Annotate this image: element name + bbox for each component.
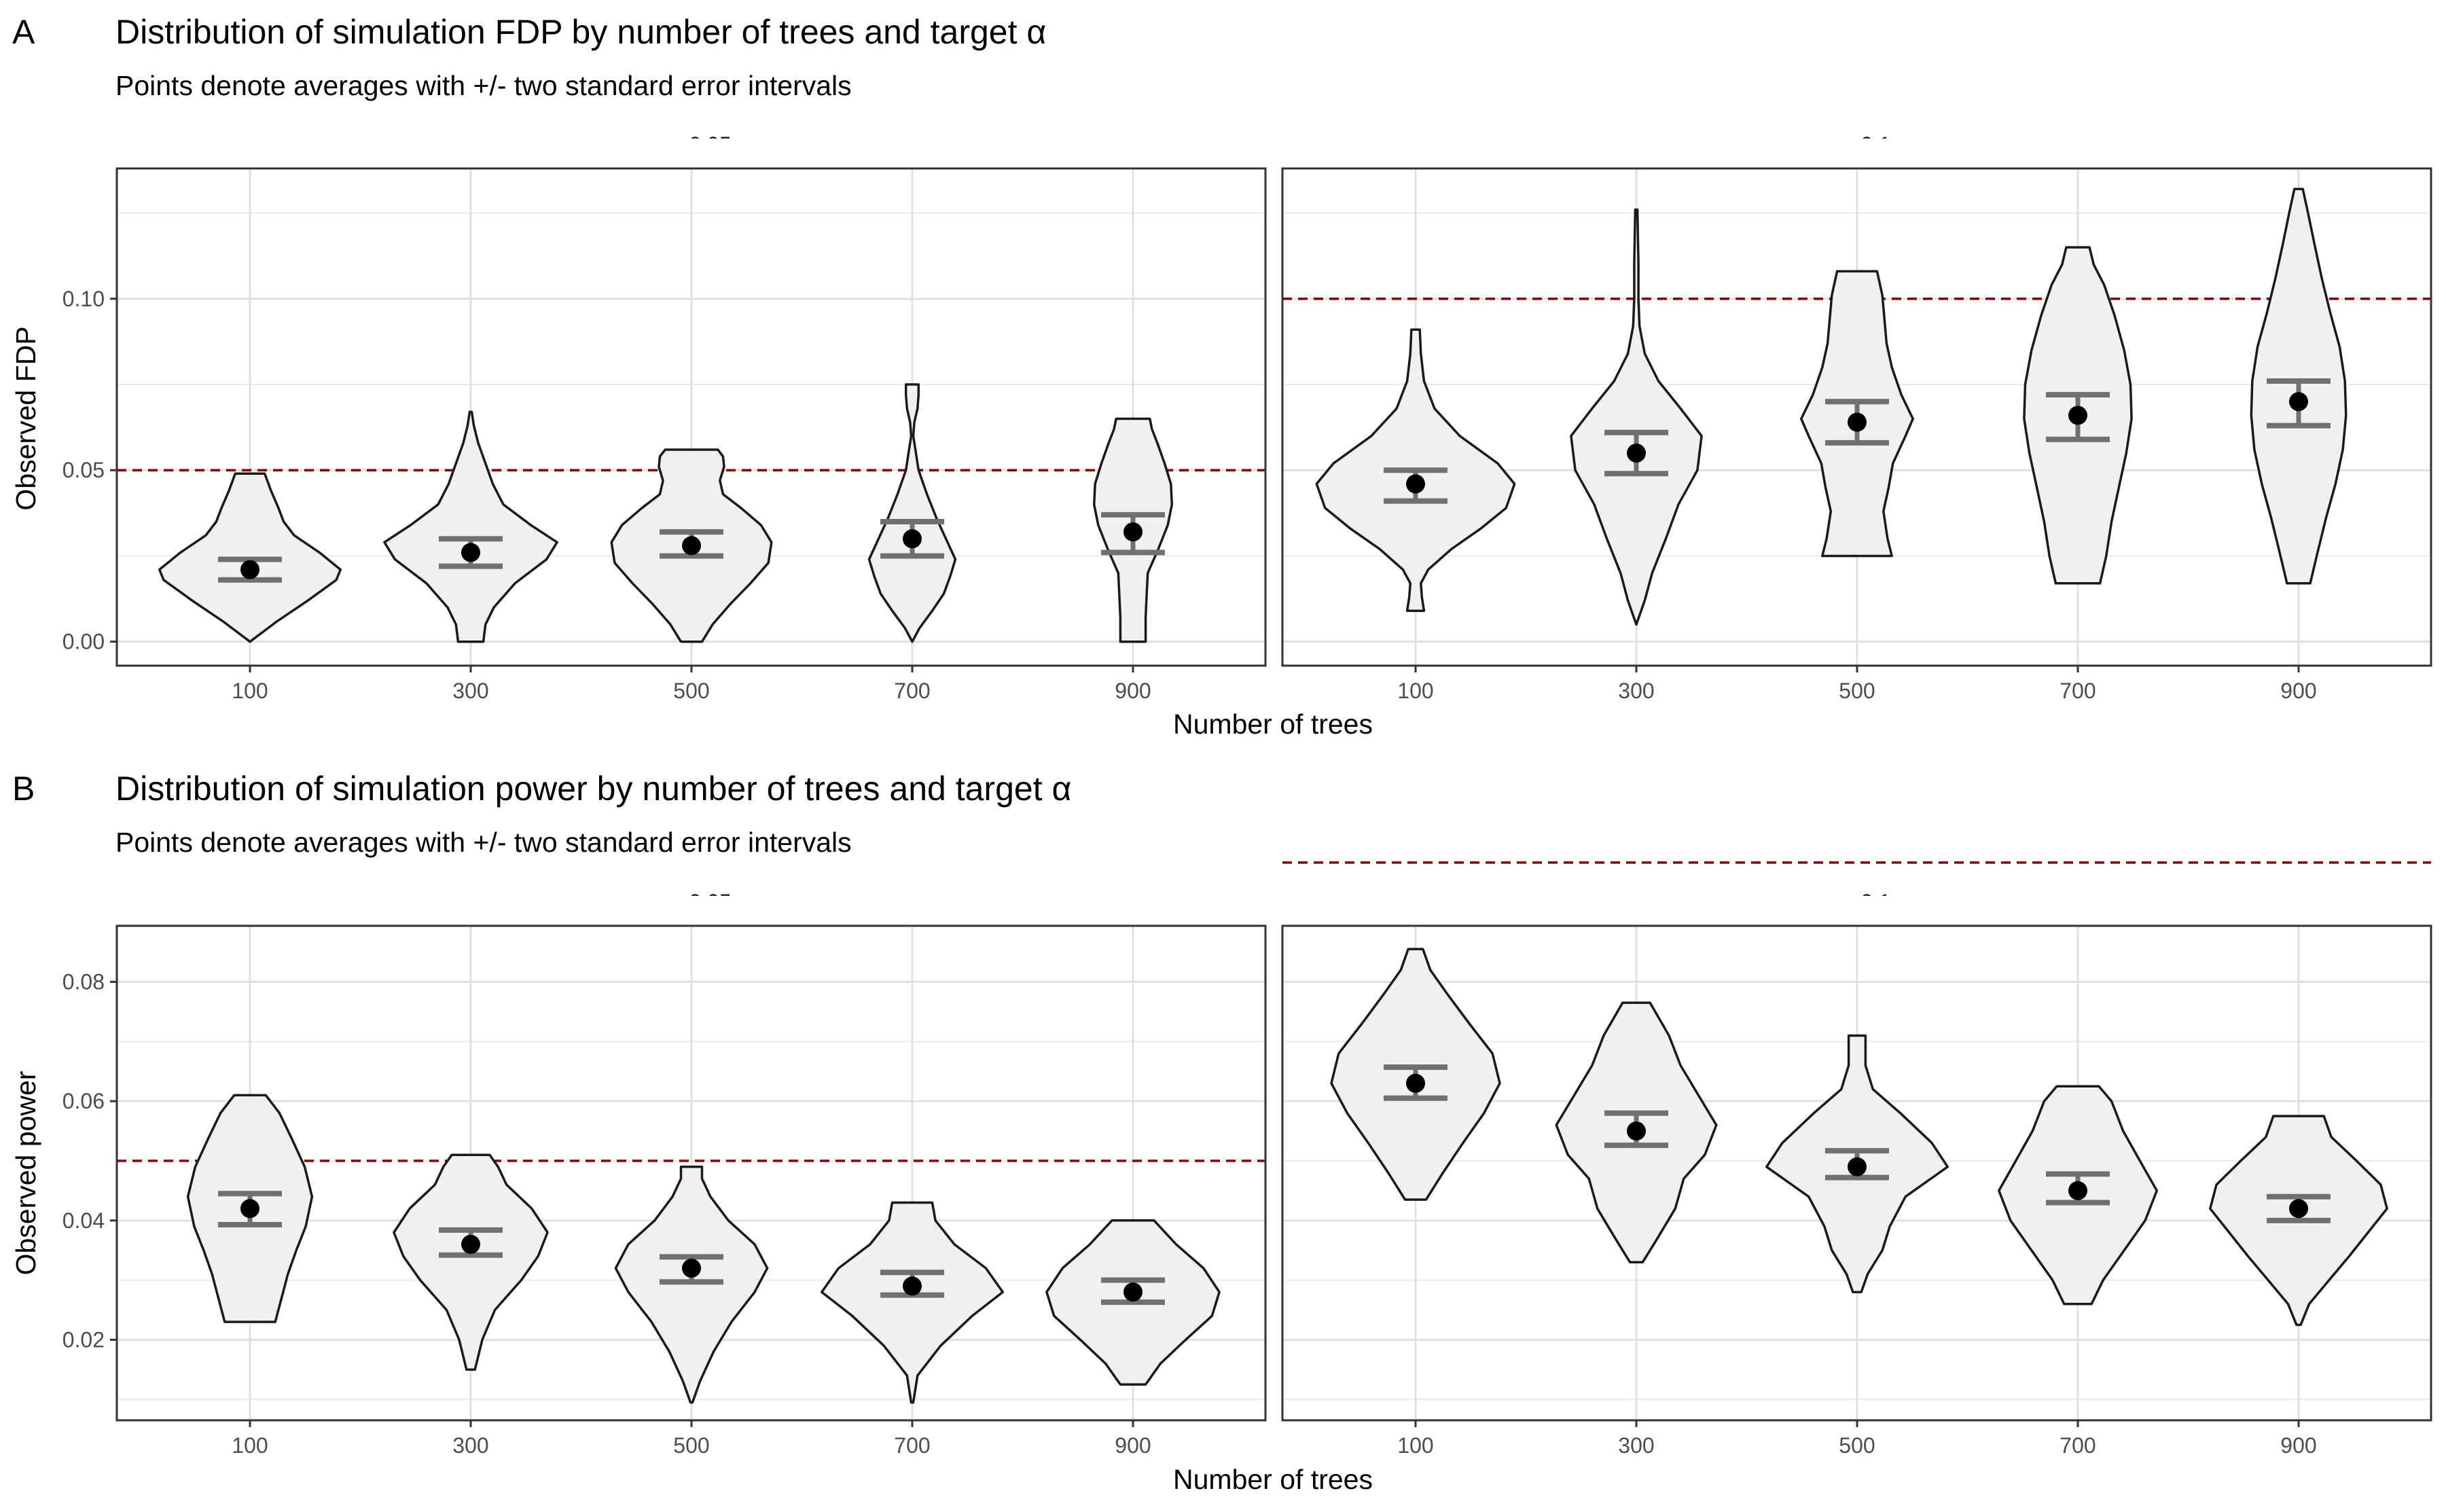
panel-b-facet-alpha-01: 100 300 500 700 900 bbox=[1281, 861, 2432, 1458]
mean-point-300 bbox=[461, 543, 480, 562]
mean-point-300 bbox=[1627, 1121, 1646, 1141]
mean-point-100 bbox=[1406, 474, 1425, 494]
mean-point-900 bbox=[2289, 1199, 2308, 1219]
panel-a-x-axis-title: Number of trees bbox=[1173, 708, 1373, 740]
panel-letter-a: A bbox=[12, 13, 35, 51]
mean-point-700 bbox=[2068, 406, 2087, 425]
x-tick-label-500: 500 bbox=[1839, 1433, 1875, 1458]
x-tick-label-100: 100 bbox=[1397, 1433, 1433, 1458]
panel-a-facet-alpha-005: 100 300 500 700 900 0.00 0.05 0.10 bbox=[62, 139, 1267, 703]
x-tick-label-900: 900 bbox=[1115, 679, 1151, 703]
panel-b-subtitle: Points denote averages with +/- two stan… bbox=[115, 827, 852, 858]
mean-point-500 bbox=[1848, 412, 1867, 432]
x-tick-label-100: 100 bbox=[232, 679, 268, 703]
panel-b-x-axis-title: Number of trees bbox=[1173, 1464, 1373, 1495]
facet-strip bbox=[1282, 139, 2431, 168]
panel-a-title: Distribution of simulation FDP by number… bbox=[115, 13, 1046, 51]
mean-point-900 bbox=[1123, 522, 1143, 542]
mean-point-500 bbox=[682, 1259, 701, 1278]
y-tick-label: 0.10 bbox=[62, 287, 105, 311]
mean-point-100 bbox=[240, 560, 259, 579]
violin-700 bbox=[867, 383, 957, 643]
x-tick-label-300: 300 bbox=[1618, 1433, 1654, 1458]
x-tick-label-100: 100 bbox=[232, 1433, 268, 1458]
x-tick-label-100: 100 bbox=[1397, 679, 1433, 703]
panel-b-title: Distribution of simulation power by numb… bbox=[115, 770, 1071, 808]
x-tick-label-700: 700 bbox=[2060, 1433, 2096, 1458]
panel-letter-b: B bbox=[12, 770, 35, 808]
violin-700 bbox=[820, 1201, 1005, 1404]
x-tick-label-700: 700 bbox=[894, 1433, 930, 1458]
x-tick-label-700: 700 bbox=[894, 679, 930, 703]
violin-300 bbox=[383, 410, 558, 643]
mean-point-700 bbox=[903, 1276, 922, 1296]
panel-a-subtitle: Points denote averages with +/- two stan… bbox=[115, 70, 852, 101]
x-tick-label-300: 300 bbox=[452, 1433, 488, 1458]
panel-a-y-axis-title: Observed FDP bbox=[10, 326, 41, 510]
mean-point-300 bbox=[461, 1234, 480, 1254]
mean-point-500 bbox=[682, 536, 701, 556]
mean-point-300 bbox=[1627, 444, 1646, 463]
panel-b-facet-alpha-005: 100 300 500 700 900 0.02 0.04 0.06 0.08 bbox=[62, 896, 1267, 1458]
mean-point-100 bbox=[240, 1199, 259, 1219]
x-tick-label-500: 500 bbox=[673, 1433, 709, 1458]
mean-point-900 bbox=[2289, 392, 2308, 412]
mean-point-500 bbox=[1848, 1157, 1867, 1176]
y-tick-label: 0.00 bbox=[62, 630, 105, 654]
y-tick-label: 0.06 bbox=[62, 1089, 105, 1113]
y-tick-label: 0.04 bbox=[62, 1208, 105, 1233]
y-tick-label: 0.05 bbox=[62, 458, 105, 482]
facet-strip bbox=[117, 139, 1265, 168]
x-tick-label-500: 500 bbox=[1839, 679, 1875, 703]
x-tick-label-300: 300 bbox=[452, 679, 488, 703]
panel-a-facet-alpha-01: 100 300 500 700 900 bbox=[1281, 139, 2432, 703]
mean-point-700 bbox=[2068, 1181, 2087, 1200]
y-tick-label: 0.08 bbox=[62, 970, 105, 994]
facet-strip bbox=[117, 896, 1265, 926]
x-tick-label-900: 900 bbox=[1115, 1433, 1151, 1458]
violin-300 bbox=[1570, 208, 1703, 626]
violin-300 bbox=[393, 1153, 549, 1371]
facet-strip bbox=[1282, 896, 2431, 926]
mean-point-700 bbox=[903, 529, 922, 549]
mean-point-100 bbox=[1406, 1073, 1425, 1093]
x-tick-label-500: 500 bbox=[673, 679, 709, 703]
panel-b-y-axis-title: Observed power bbox=[10, 1071, 41, 1276]
x-tick-label-900: 900 bbox=[2280, 1433, 2316, 1458]
x-tick-label-700: 700 bbox=[2060, 679, 2096, 703]
mean-point-900 bbox=[1123, 1282, 1143, 1302]
x-tick-label-900: 900 bbox=[2280, 679, 2316, 703]
y-tick-label: 0.02 bbox=[62, 1327, 105, 1352]
x-tick-label-300: 300 bbox=[1618, 679, 1654, 703]
